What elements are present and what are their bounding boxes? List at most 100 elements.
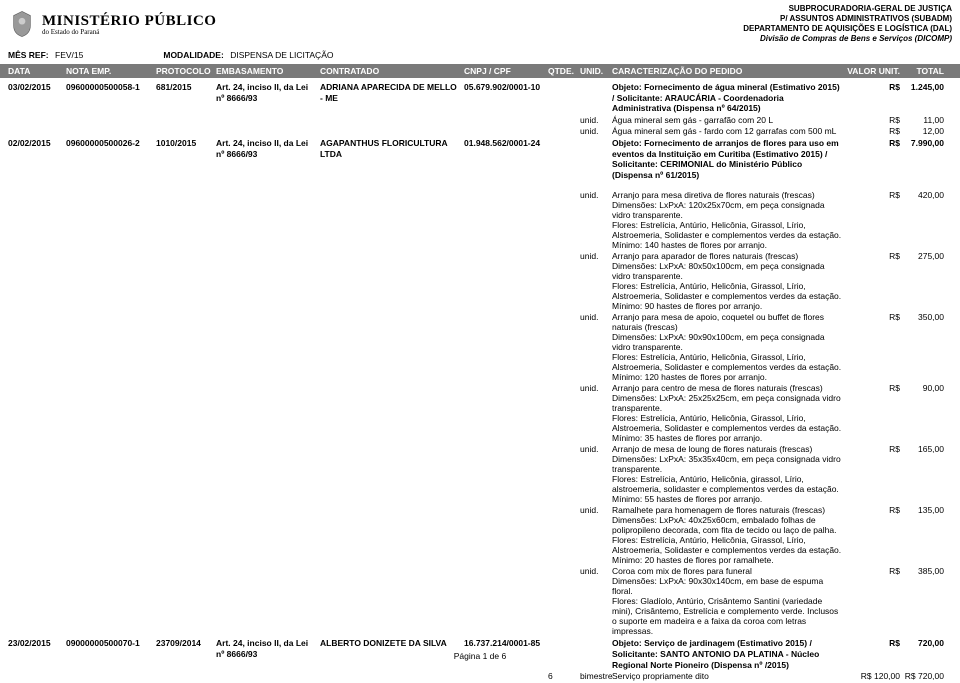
cell: Arranjo para centro de mesa de flores na… xyxy=(612,383,842,443)
cell: R$ 120,00 xyxy=(846,671,900,681)
col-caracterizacao: CARACTERIZAÇÃO DO PEDIDO xyxy=(612,66,842,76)
cell: unid. xyxy=(580,251,608,261)
table-subrow: unid. Ramalhete para homenagem de flores … xyxy=(8,505,952,565)
cell: R$ xyxy=(846,505,900,515)
cell: 09600000500058-1 xyxy=(66,82,152,93)
coat-of-arms-icon xyxy=(8,10,36,38)
cell: unid. xyxy=(580,190,608,200)
cell: unid. xyxy=(580,126,608,136)
cell: 165,00 xyxy=(904,444,944,454)
cell: R$ xyxy=(846,115,900,125)
cell: unid. xyxy=(580,505,608,515)
col-cnpj: CNPJ / CPF xyxy=(464,66,544,76)
cell: R$ xyxy=(846,82,900,93)
cell: 275,00 xyxy=(904,251,944,261)
cell: 02/02/2015 xyxy=(8,138,62,149)
cell: 23/02/2015 xyxy=(8,638,62,649)
cell: 1010/2015 xyxy=(156,138,212,149)
cell: 681/2015 xyxy=(156,82,212,93)
cell: unid. xyxy=(580,312,608,322)
cell: Arranjo para mesa diretiva de flores nat… xyxy=(612,190,842,250)
dept-line-3: DEPARTAMENTO DE AQUISIÇÕES E LOGÍSTICA (… xyxy=(743,24,952,34)
cell: 09000000500070-1 xyxy=(66,638,152,649)
cell: unid. xyxy=(580,383,608,393)
cell: 385,00 xyxy=(904,566,944,576)
modalidade-label: MODALIDADE: xyxy=(163,50,223,60)
cell: Serviço propriamente dito xyxy=(612,671,842,681)
cell: Art. 24, inciso II, da Lei nº 8666/93 xyxy=(216,82,316,103)
mes-ref-value: FEV/15 xyxy=(55,50,83,60)
table-subrow: unid. Arranjo para aparador de flores nat… xyxy=(8,251,952,311)
table-header: DATA NOTA EMP. PROTOCOLO EMBASAMENTO CON… xyxy=(0,64,960,78)
col-valor-unit: VALOR UNIT. xyxy=(846,66,900,76)
cell: 16.737.214/0001-85 xyxy=(464,638,544,649)
cell: Arranjo para mesa de apoio, coquetel ou … xyxy=(612,312,842,382)
table-subrow: 6 bimestre Serviço propriamente dito R$ 120… xyxy=(8,671,952,681)
cell: unid. xyxy=(580,566,608,576)
cell: R$ xyxy=(846,312,900,322)
table-subrow: unid. Arranjo de mesa de loung de flores … xyxy=(8,444,952,504)
cell: R$ xyxy=(846,251,900,261)
cell: R$ xyxy=(846,138,900,149)
table-subrow: unid. Água mineral sem gás - fardo com 12… xyxy=(8,126,952,136)
col-data: DATA xyxy=(8,66,62,76)
org-title: MINISTÉRIO PÚBLICO xyxy=(42,13,216,30)
cell: ALBERTO DONIZETE DA SILVA xyxy=(320,638,460,649)
cell: R$ xyxy=(846,566,900,576)
cell: 12,00 xyxy=(904,126,944,136)
col-protocolo: PROTOCOLO xyxy=(156,66,212,76)
cell: R$ xyxy=(846,126,900,136)
cell: AGAPANTHUS FLORICULTURA LTDA xyxy=(320,138,460,159)
cell: R$ xyxy=(846,383,900,393)
table-subrow: unid. Coroa com mix de flores para funera… xyxy=(8,566,952,636)
cell: 6 xyxy=(548,671,576,681)
cell: 1.245,00 xyxy=(904,82,944,93)
table-row: 02/02/2015 09600000500026-2 1010/2015 Art. … xyxy=(8,138,952,181)
col-total: TOTAL xyxy=(904,66,944,76)
cell: R$ xyxy=(846,638,900,649)
org-dept-block: SUBPROCURADORIA-GERAL DE JUSTIÇA P/ ASSU… xyxy=(743,4,952,44)
cell: Coroa com mix de flores para funeral Dim… xyxy=(612,566,842,636)
dept-line-4: Divisão de Compras de Bens e Serviços (D… xyxy=(743,34,952,44)
table-subrow: unid. Arranjo para mesa diretiva de flore… xyxy=(8,190,952,250)
cell: 90,00 xyxy=(904,383,944,393)
table-subrow: unid.Água mineral sem gás - garrafão com… xyxy=(8,115,952,125)
mes-ref-label: MÊS REF: xyxy=(8,50,49,60)
table-subrow: unid. Arranjo para centro de mesa de flor… xyxy=(8,383,952,443)
cell: Ramalhete para homenagem de flores natur… xyxy=(612,505,842,565)
reference-line: MÊS REF: FEV/15 MODALIDADE: DISPENSA DE … xyxy=(0,44,960,64)
cell: 350,00 xyxy=(904,312,944,322)
logo-block: MINISTÉRIO PÚBLICO do Estado do Paraná xyxy=(8,4,216,44)
col-contratado: CONTRATADO xyxy=(320,66,460,76)
cell: 01.948.562/0001-24 xyxy=(464,138,544,149)
cell: ADRIANA APARECIDA DE MELLO - ME xyxy=(320,82,460,103)
table-subrow: unid. Arranjo para mesa de apoio, coquete… xyxy=(8,312,952,382)
cell: R$ 720,00 xyxy=(904,671,944,681)
cell: Água mineral sem gás - fardo com 12 garr… xyxy=(612,126,842,136)
cell: 09600000500026-2 xyxy=(66,138,152,149)
cell: unid. xyxy=(580,444,608,454)
col-qtde: QTDE. xyxy=(548,66,576,76)
modalidade-value: DISPENSA DE LICITAÇÃO xyxy=(230,50,333,60)
dept-line-1: SUBPROCURADORIA-GERAL DE JUSTIÇA xyxy=(743,4,952,14)
col-embasamento: EMBASAMENTO xyxy=(216,66,316,76)
cell: R$ xyxy=(846,190,900,200)
cell: Arranjo de mesa de loung de flores natur… xyxy=(612,444,842,504)
dept-line-2: P/ ASSUNTOS ADMINISTRATIVOS (SUBADM) xyxy=(743,14,952,24)
cell: bimestre xyxy=(580,671,608,681)
cell: 135,00 xyxy=(904,505,944,515)
cell: Objeto: Fornecimento de água mineral (Es… xyxy=(612,82,842,114)
cell: 23709/2014 xyxy=(156,638,212,649)
cell: 720,00 xyxy=(904,638,944,649)
cell: Art. 24, inciso II, da Lei nº 8666/93 xyxy=(216,138,316,159)
page-header: MINISTÉRIO PÚBLICO do Estado do Paraná S… xyxy=(0,0,960,44)
table-row: 03/02/2015 09600000500058-1 681/2015 Art. 2… xyxy=(8,82,952,114)
cell: Objeto: Fornecimento de arranjos de flor… xyxy=(612,138,842,181)
cell: 03/02/2015 xyxy=(8,82,62,93)
col-nota: NOTA EMP. xyxy=(66,66,152,76)
table-body: 03/02/2015 09600000500058-1 681/2015 Art. 2… xyxy=(0,78,960,683)
cell: Arranjo para aparador de flores naturais… xyxy=(612,251,842,311)
col-unid: UNID. xyxy=(580,66,608,76)
cell: unid. xyxy=(580,115,608,125)
cell: 7.990,00 xyxy=(904,138,944,149)
